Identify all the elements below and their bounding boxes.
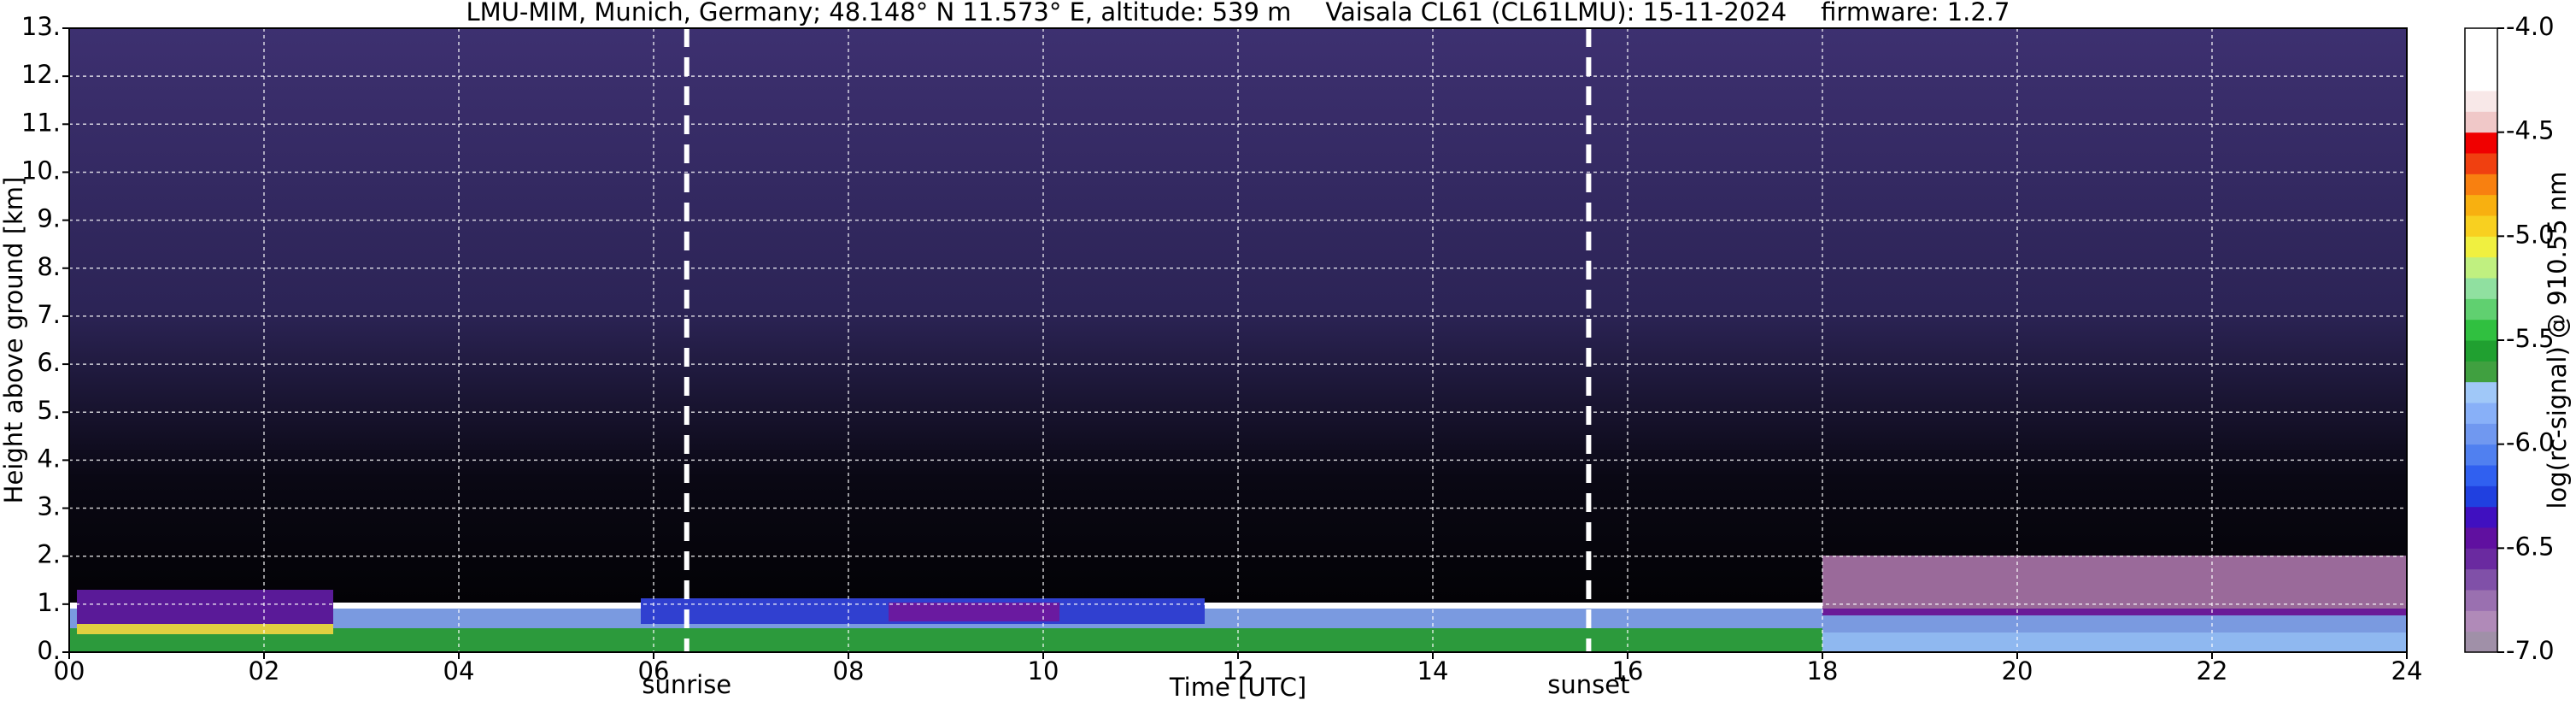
heatmap-background (69, 28, 2407, 652)
colorbar-segment (2465, 361, 2497, 383)
plot-frame (68, 27, 2408, 653)
x-tick-label: 14 (1417, 656, 1449, 685)
colorbar-label: log(rc-signal) @ 910.55 nm (2543, 171, 2572, 509)
colorbar-segment (2465, 91, 2497, 112)
x-tick-label: 22 (2197, 656, 2228, 685)
colorbar-segment (2465, 132, 2497, 154)
colorbar-tick-label: -6.5 (2506, 532, 2555, 561)
colorbar-segment (2465, 506, 2497, 528)
y-tick-label: 8. (37, 252, 61, 281)
colorbar-segment (2465, 28, 2497, 50)
colorbar-segment (2465, 568, 2497, 591)
colorbar-segment (2465, 69, 2497, 91)
y-tick-label: 5. (37, 396, 61, 425)
y-tick-label: 12. (21, 60, 61, 89)
title-part: firmware: 1.2.7 (1821, 0, 2010, 26)
colorbar-tick-label: -4.5 (2506, 116, 2555, 145)
colorbar-segment (2465, 278, 2497, 299)
colorbar-segment (2465, 485, 2497, 508)
y-tick-label: 0. (37, 636, 61, 665)
colorbar-segment (2465, 153, 2497, 174)
annotation-label: sunset (1547, 670, 1629, 699)
y-tick-label: 4. (37, 444, 61, 473)
y-tick-label: 9. (37, 204, 61, 233)
annotation-label: sunrise (642, 670, 731, 699)
colorbar-segment (2465, 236, 2497, 258)
colorbar-tick-label: -5.5 (2506, 324, 2555, 353)
colorbar-segment (2465, 340, 2497, 362)
marks (62, 27, 2408, 659)
x-tick-label: 24 (2391, 656, 2423, 685)
x-tick-label: 10 (1028, 656, 1059, 685)
x-tick-label: 04 (443, 656, 475, 685)
colorbar-tick-label: -6.0 (2506, 428, 2555, 457)
colorbar-segment (2465, 298, 2497, 321)
colorbar-segment (2465, 590, 2497, 611)
x-tick-label: 02 (249, 656, 280, 685)
colorbar-segment (2465, 174, 2497, 196)
y-tick-label: 2. (37, 540, 61, 569)
x-tick-label: 06 (638, 656, 670, 685)
y-axis-label: Height above ground [km] (0, 177, 28, 504)
colorbar-tick-label: -4.0 (2506, 12, 2555, 41)
colorbar-segment (2465, 319, 2497, 341)
y-tick-label: 7. (37, 300, 61, 329)
y-tick-label: 10. (21, 156, 61, 185)
x-tick-label: 12 (1223, 656, 1254, 685)
colorbar-segment (2465, 381, 2497, 403)
colorbar-tick-label: -7.0 (2506, 636, 2555, 665)
x-tick-label: 16 (1612, 656, 1644, 685)
title-part: LMU-MIM, Munich, Germany; 48.148° N 11.5… (466, 0, 1292, 26)
x-tick-label: 08 (833, 656, 865, 685)
x-tick-label: 20 (2002, 656, 2033, 685)
x-tick-label: 18 (1807, 656, 1839, 685)
colorbar-segment (2465, 444, 2497, 466)
colorbar-segment (2465, 256, 2497, 279)
x-tick-label: 00 (54, 656, 85, 685)
y-tick-label: 13. (21, 12, 61, 41)
colorbar-segment (2465, 631, 2497, 653)
colorbar-tick-label: -5.0 (2506, 220, 2555, 249)
colorbar-segment (2465, 49, 2497, 71)
colorbar-segment (2465, 403, 2497, 424)
colorbar-segment (2465, 423, 2497, 445)
title-part: Vaisala CL61 (CL61LMU): 15-11-2024 (1325, 0, 1787, 26)
y-tick-label: 6. (37, 348, 61, 377)
colorbar-segment (2465, 527, 2497, 549)
y-tick-label: 11. (21, 108, 61, 137)
y-tick-label: 3. (37, 492, 61, 521)
colorbar-segment (2465, 194, 2497, 216)
colorbar-segment (2465, 610, 2497, 632)
y-tick-label: 1. (37, 588, 61, 617)
colorbar-segment (2465, 548, 2497, 570)
colorbar-segment (2465, 111, 2497, 133)
x-axis-label: Time [UTC] (1169, 673, 1306, 702)
colorbar-segment (2465, 215, 2497, 237)
chart-title: LMU-MIM, Munich, Germany; 48.148° N 11.5… (466, 0, 2010, 26)
colorbar-segment (2465, 465, 2497, 486)
